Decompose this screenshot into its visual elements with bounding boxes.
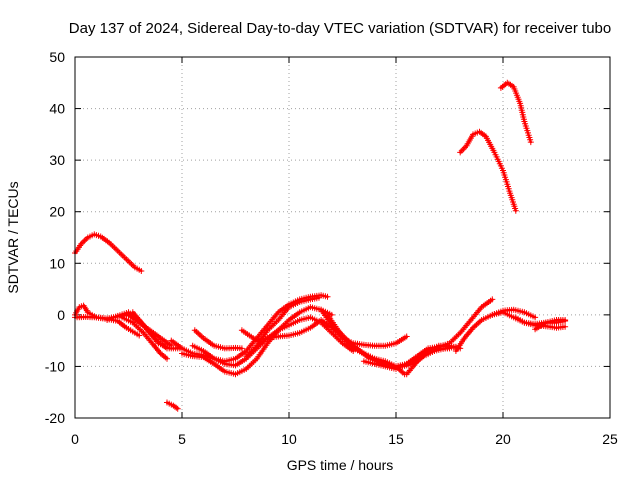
series-arc-23 — [457, 128, 519, 214]
series-arc-22 — [532, 317, 569, 333]
series-markers — [164, 399, 181, 412]
chart-title: Day 137 of 2024, Sidereal Day-to-day VTE… — [69, 20, 611, 37]
series-arc-16 — [339, 333, 410, 349]
axis-ticks: 0 5 10 15 20 25 -20 -10 0 10 20 30 40 50 — [45, 49, 618, 447]
series-markers — [532, 317, 569, 333]
series-arc-12 — [243, 294, 322, 360]
series-arc-24 — [497, 79, 534, 146]
x-tick-label: 25 — [602, 431, 618, 447]
series-markers — [191, 327, 245, 352]
y-tick-label: 20 — [49, 204, 65, 220]
series-markers — [403, 342, 464, 378]
series-arc-18 — [403, 342, 464, 378]
series-markers — [457, 128, 519, 214]
y-tick-label: 0 — [57, 307, 65, 323]
series-markers — [339, 333, 410, 349]
series-arc-1 — [72, 231, 145, 274]
x-tick-label: 15 — [388, 431, 404, 447]
y-tick-label: 50 — [49, 49, 65, 65]
x-tick-label: 5 — [178, 431, 186, 447]
series-line — [454, 308, 537, 353]
series-markers — [119, 314, 170, 362]
x-axis-title: GPS time / hours — [287, 457, 394, 473]
series-arc-6 — [129, 309, 185, 352]
y-tick-label: 40 — [49, 101, 65, 117]
y-tick-label: -20 — [45, 410, 65, 426]
y-axis-title: SDTVAR / TECUs — [5, 181, 21, 293]
series-arc-7 — [164, 399, 181, 412]
series-arc-11 — [191, 327, 245, 352]
x-tick-label: 20 — [495, 431, 511, 447]
y-tick-label: 30 — [49, 152, 65, 168]
y-tick-label: 10 — [49, 255, 65, 271]
x-tick-label: 0 — [71, 431, 79, 447]
series-markers — [129, 309, 185, 352]
x-tick-label: 10 — [281, 431, 297, 447]
grid-lines — [75, 57, 610, 418]
y-tick-label: -10 — [45, 358, 65, 374]
series-markers — [72, 231, 145, 274]
series-arc-9 — [179, 304, 335, 378]
plot-frame — [74, 56, 611, 419]
series-markers — [497, 79, 534, 146]
data-series — [72, 79, 569, 412]
series-arc-5 — [119, 314, 170, 362]
